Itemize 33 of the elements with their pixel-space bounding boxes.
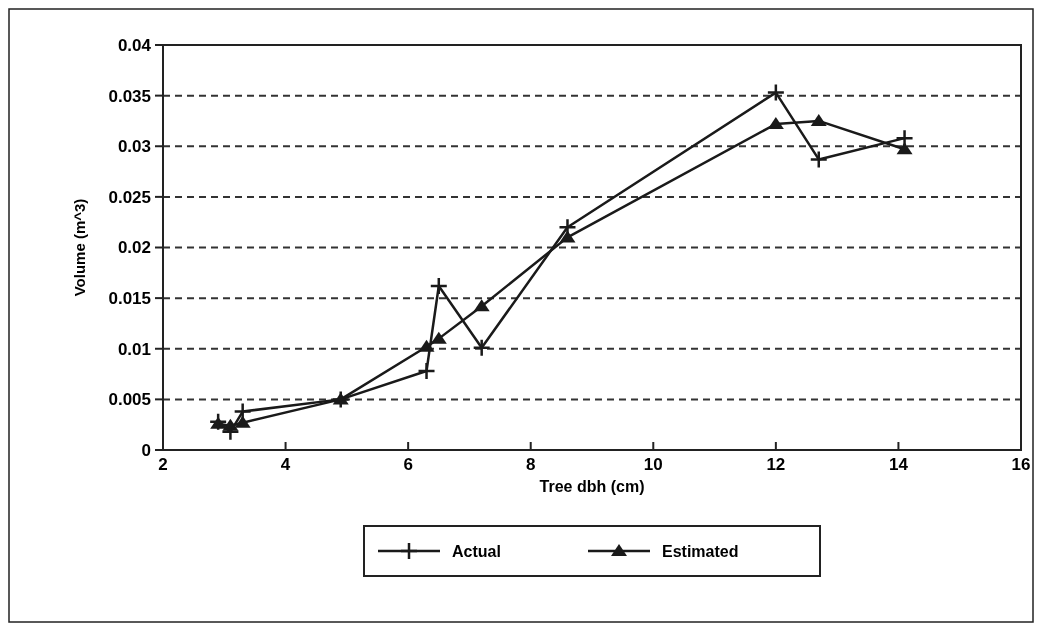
y-tick-label: 0 bbox=[141, 440, 151, 460]
x-tick-label: 4 bbox=[280, 455, 291, 474]
point bbox=[234, 415, 251, 428]
point bbox=[331, 390, 350, 409]
legend-label: Actual bbox=[452, 542, 501, 560]
x-tick-label: 10 bbox=[643, 455, 663, 474]
y-tick-label: 0.01 bbox=[117, 339, 151, 359]
point bbox=[429, 276, 449, 296]
y-tick-label: 0.03 bbox=[117, 137, 151, 157]
point bbox=[473, 299, 490, 312]
point bbox=[810, 113, 827, 126]
point bbox=[417, 361, 436, 381]
x-tick-label: 16 bbox=[1011, 455, 1031, 474]
y-tick-label: 0.015 bbox=[108, 289, 151, 309]
point bbox=[767, 116, 784, 129]
legend-label: Estimated bbox=[662, 542, 739, 560]
y-axis-title: Volume (m^3) bbox=[71, 198, 88, 297]
y-tick-label: 0.04 bbox=[117, 35, 152, 55]
y-tick-label: 0.02 bbox=[117, 238, 151, 258]
x-tick-label: 2 bbox=[158, 455, 168, 474]
x-tick-label: 6 bbox=[403, 455, 413, 474]
point bbox=[766, 83, 786, 102]
point bbox=[208, 412, 228, 431]
point bbox=[809, 150, 829, 169]
point bbox=[430, 331, 447, 344]
y-tick-label: 0.035 bbox=[108, 86, 151, 106]
x-tick-label: 14 bbox=[888, 455, 909, 474]
x-tick-label: 12 bbox=[766, 455, 786, 474]
x-tick-label: 8 bbox=[525, 455, 536, 474]
y-tick-label: 0.005 bbox=[108, 390, 151, 410]
y-tick-label: 0.025 bbox=[108, 187, 151, 207]
x-axis-title: Tree dbh (cm) bbox=[539, 478, 645, 495]
point bbox=[472, 338, 491, 357]
